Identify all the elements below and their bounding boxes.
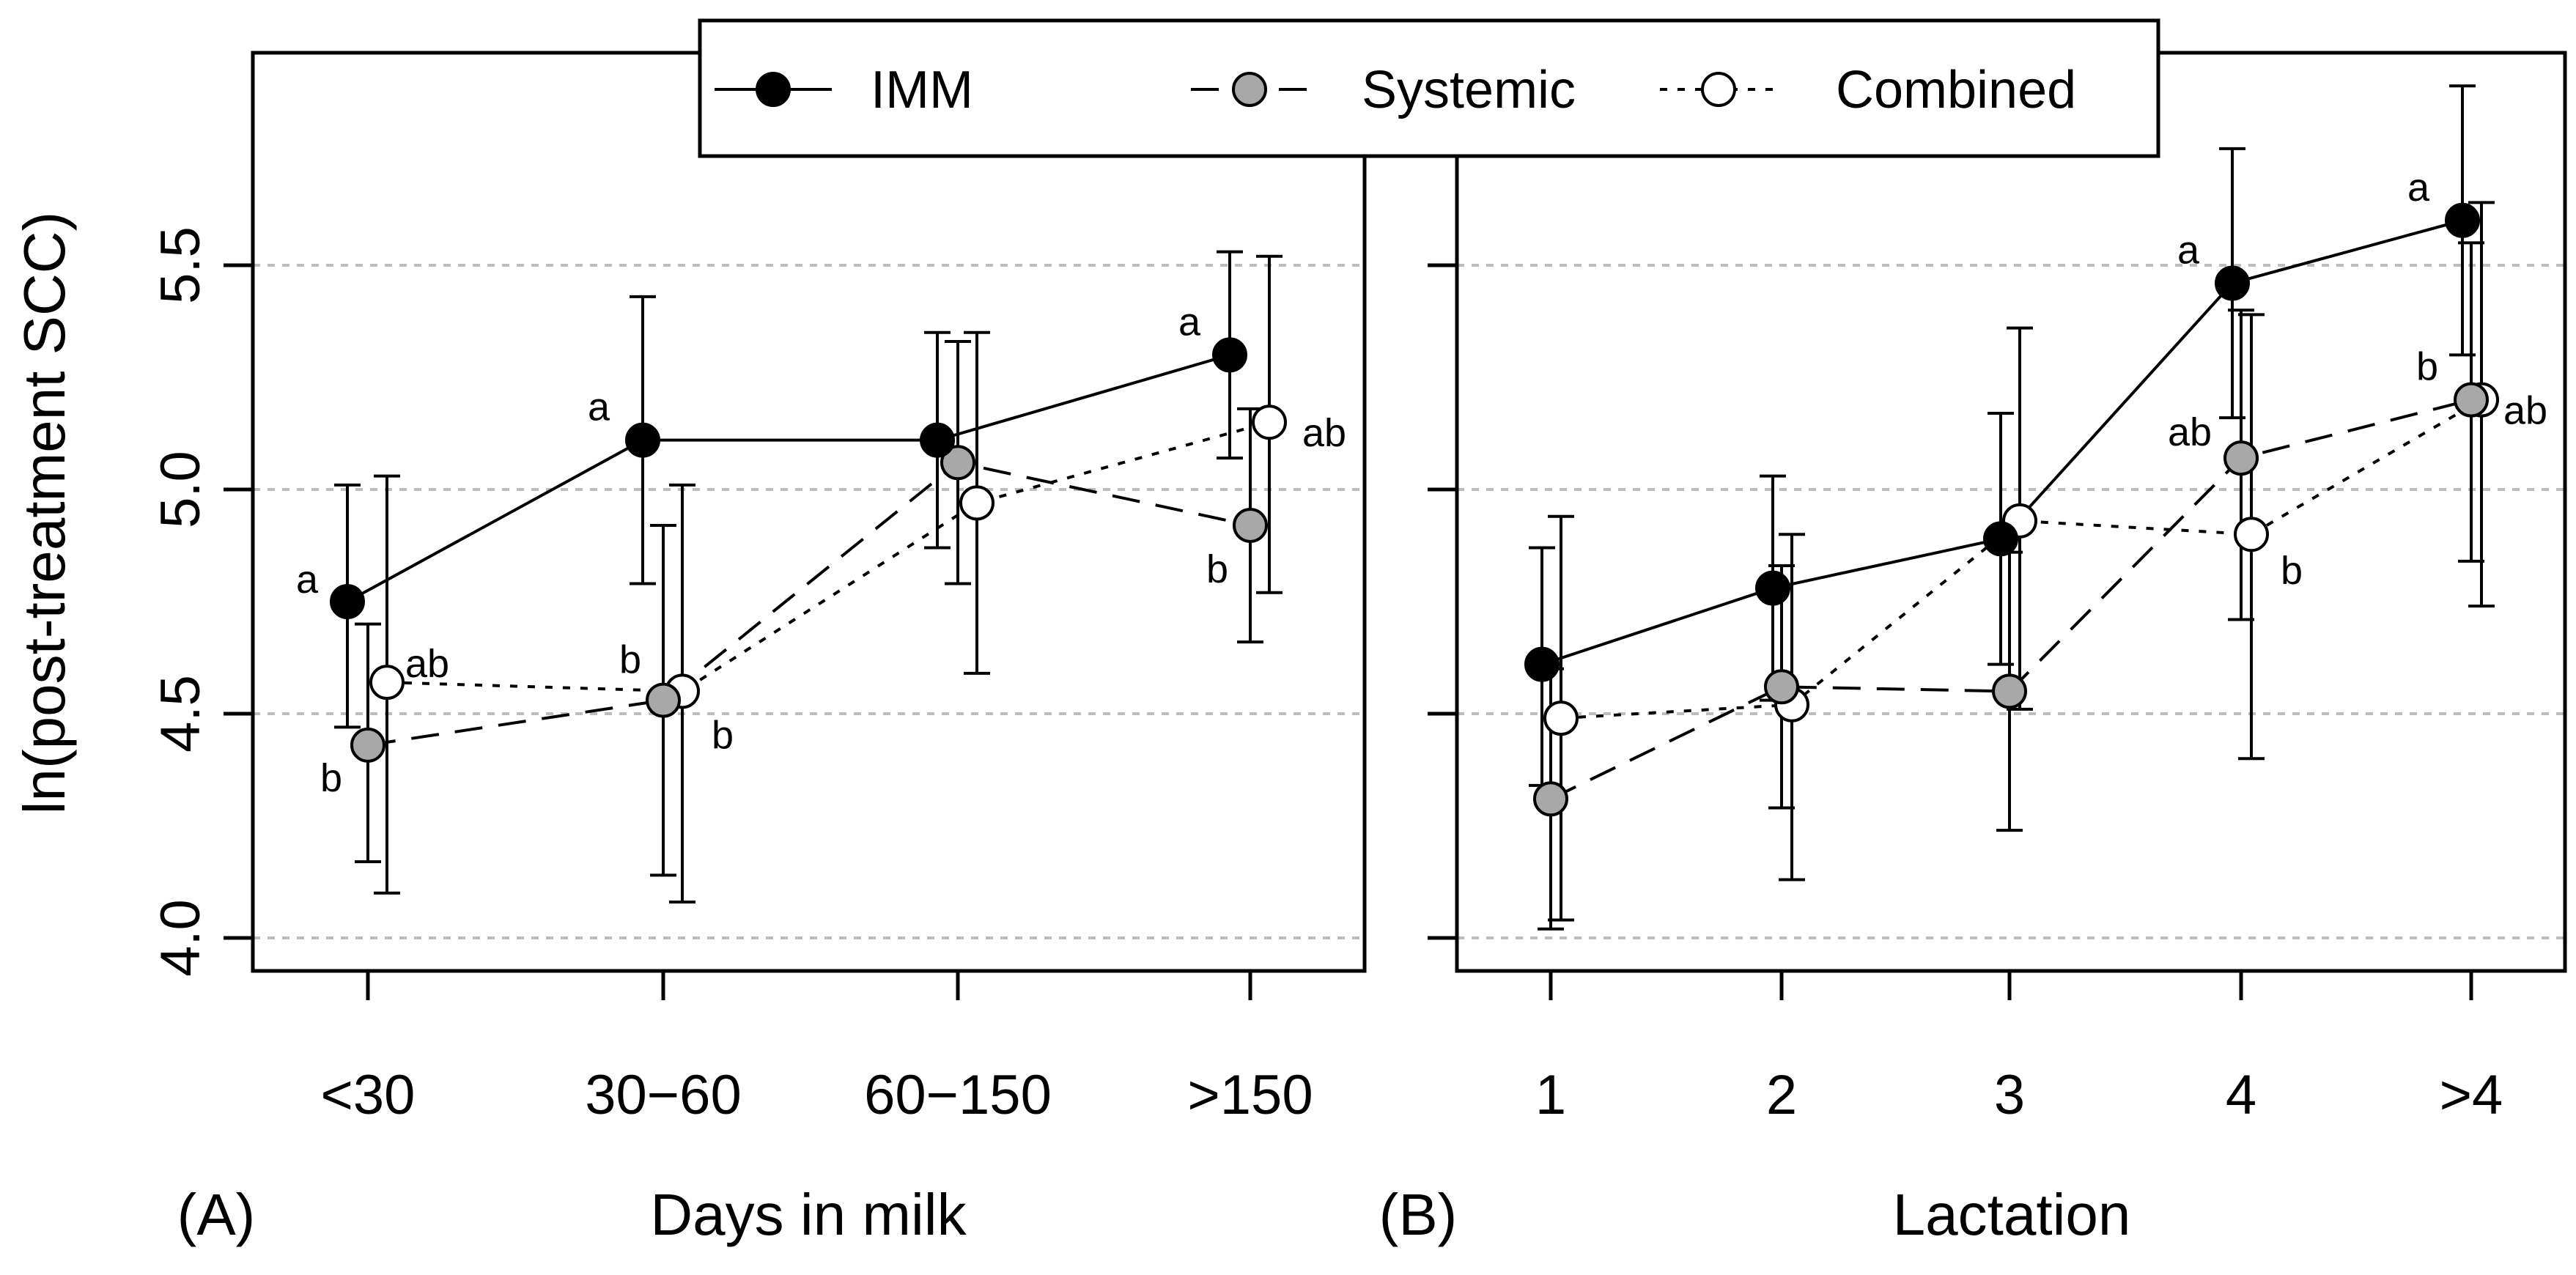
legend-label-imm: IMM bbox=[871, 61, 973, 119]
sig-letter-a-imm-3: a bbox=[1178, 300, 1201, 344]
y-tick-label-3: 5.5 bbox=[150, 226, 212, 304]
legend-label-combined: Combined bbox=[1836, 61, 2076, 119]
series-line-a-imm bbox=[347, 353, 1230, 603]
y-axis-title: ln(post-treatment SCC) bbox=[12, 212, 77, 814]
sig-letter-b-imm-4: a bbox=[2407, 166, 2430, 210]
data-point-b-combined-3 bbox=[2234, 517, 2269, 552]
data-point-b-imm-0 bbox=[1524, 646, 1560, 682]
data-point-a-systemic-3 bbox=[1233, 507, 1268, 543]
data-point-a-imm-0 bbox=[330, 584, 365, 619]
legend-marker-imm bbox=[756, 72, 791, 107]
data-point-a-imm-3 bbox=[1212, 337, 1247, 373]
legend-box bbox=[698, 18, 2160, 158]
x-tick-label-b-1: 2 bbox=[1766, 1064, 1797, 1126]
data-point-b-imm-2 bbox=[1983, 521, 2018, 557]
x-tick-label-b-0: 1 bbox=[1535, 1064, 1566, 1126]
data-point-b-imm-4 bbox=[2445, 202, 2480, 238]
x-tick-label-a-2: 60−150 bbox=[864, 1064, 1052, 1126]
sig-letter-a-imm-1: a bbox=[588, 385, 610, 429]
x-tick-label-a-0: <30 bbox=[321, 1064, 416, 1126]
x-tick-label-b-3: 4 bbox=[2226, 1064, 2256, 1126]
data-point-b-imm-3 bbox=[2215, 265, 2250, 301]
sig-letter-b-imm-3: a bbox=[2177, 228, 2200, 272]
plot-frame-a bbox=[251, 51, 1367, 973]
data-point-a-combined-3 bbox=[1252, 404, 1287, 440]
x-axis-title-b: Lactation bbox=[1893, 1182, 2131, 1247]
sig-letter-a-combined-1: b bbox=[712, 713, 734, 757]
x-tick-label-a-3: >150 bbox=[1187, 1064, 1313, 1126]
data-point-b-systemic-2 bbox=[1992, 673, 2027, 709]
sig-letter-a-systemic-0: b bbox=[320, 756, 342, 800]
data-point-a-systemic-0 bbox=[350, 727, 385, 763]
data-point-a-combined-0 bbox=[369, 665, 405, 701]
panel-label-a: (A) bbox=[177, 1182, 256, 1247]
x-axis-title-a: Days in milk bbox=[650, 1182, 967, 1247]
data-point-b-systemic-4 bbox=[2454, 382, 2489, 418]
series-line-a-combined bbox=[386, 421, 1270, 693]
data-point-b-systemic-3 bbox=[2223, 440, 2259, 476]
y-tick-label-2: 5.0 bbox=[150, 451, 212, 528]
data-point-b-systemic-1 bbox=[1764, 669, 1799, 705]
y-tick-label-1: 4.5 bbox=[150, 675, 212, 753]
sig-letter-b-combined-4: ab bbox=[2503, 389, 2547, 433]
data-point-a-systemic-1 bbox=[646, 682, 681, 718]
data-point-a-systemic-2 bbox=[940, 445, 975, 481]
sig-letter-a-combined-0: ab bbox=[405, 642, 449, 686]
y-tick-label-0: 4.0 bbox=[150, 899, 212, 977]
x-tick-label-a-1: 30−60 bbox=[585, 1064, 741, 1126]
sig-letter-a-imm-0: a bbox=[296, 558, 319, 602]
sig-letter-a-combined-3: ab bbox=[1302, 411, 1346, 455]
x-tick-label-b-4: >4 bbox=[2440, 1064, 2503, 1126]
data-point-b-systemic-0 bbox=[1533, 781, 1568, 817]
legend-marker-combined bbox=[1701, 72, 1736, 107]
legend-label-systemic: Systemic bbox=[1362, 61, 1576, 119]
sig-letter-b-combined-3: b bbox=[2281, 549, 2303, 593]
data-point-b-imm-1 bbox=[1755, 570, 1790, 606]
sig-letter-b-systemic-3: ab bbox=[2168, 410, 2212, 454]
x-tick-label-b-2: 3 bbox=[1994, 1064, 2025, 1126]
panel-label-b: (B) bbox=[1379, 1182, 1458, 1247]
data-point-b-combined-0 bbox=[1543, 701, 1579, 736]
sig-letter-a-systemic-3: b bbox=[1206, 547, 1228, 591]
series-line-a-systemic bbox=[367, 461, 1251, 747]
data-point-a-imm-1 bbox=[625, 422, 660, 458]
sig-letter-a-systemic-1: b bbox=[619, 638, 641, 682]
legend-marker-systemic bbox=[1232, 72, 1267, 107]
series-line-b-combined bbox=[1560, 398, 2483, 720]
data-point-a-imm-2 bbox=[920, 422, 955, 458]
sig-letter-b-systemic-4: b bbox=[2416, 345, 2438, 389]
data-point-a-combined-2 bbox=[959, 485, 994, 521]
